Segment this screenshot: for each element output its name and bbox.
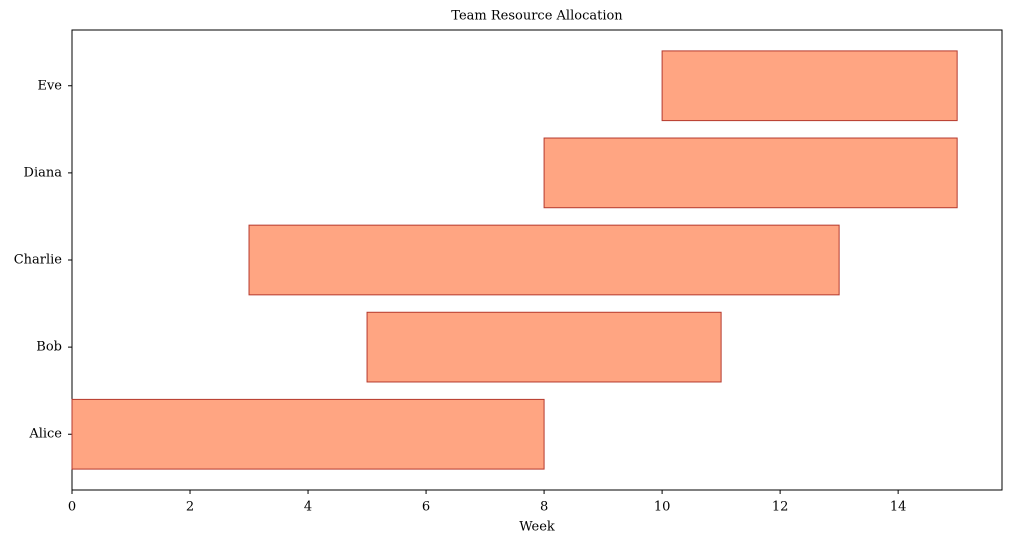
chart-title: Team Resource Allocation bbox=[451, 9, 623, 24]
x-tick-label: 0 bbox=[68, 500, 76, 515]
x-tick-label: 12 bbox=[772, 500, 789, 515]
y-tick-label: Charlie bbox=[14, 253, 63, 268]
bar bbox=[366, 311, 722, 383]
y-tick-label: Diana bbox=[24, 165, 63, 180]
x-tick-label: 8 bbox=[540, 500, 548, 515]
bar bbox=[543, 137, 958, 209]
x-tick-label: 14 bbox=[890, 500, 907, 515]
x-tick-label: 2 bbox=[186, 500, 194, 515]
bar bbox=[248, 224, 840, 296]
y-tick-label: Alice bbox=[28, 427, 62, 442]
y-tick-label: Bob bbox=[36, 340, 62, 355]
bar bbox=[71, 398, 545, 470]
x-axis-label: Week bbox=[519, 520, 555, 535]
x-tick-label: 4 bbox=[304, 500, 312, 515]
bar bbox=[661, 50, 958, 122]
x-tick-label: 6 bbox=[422, 500, 430, 515]
x-tick-label: 10 bbox=[654, 500, 671, 515]
y-tick-label: Eve bbox=[37, 78, 62, 93]
